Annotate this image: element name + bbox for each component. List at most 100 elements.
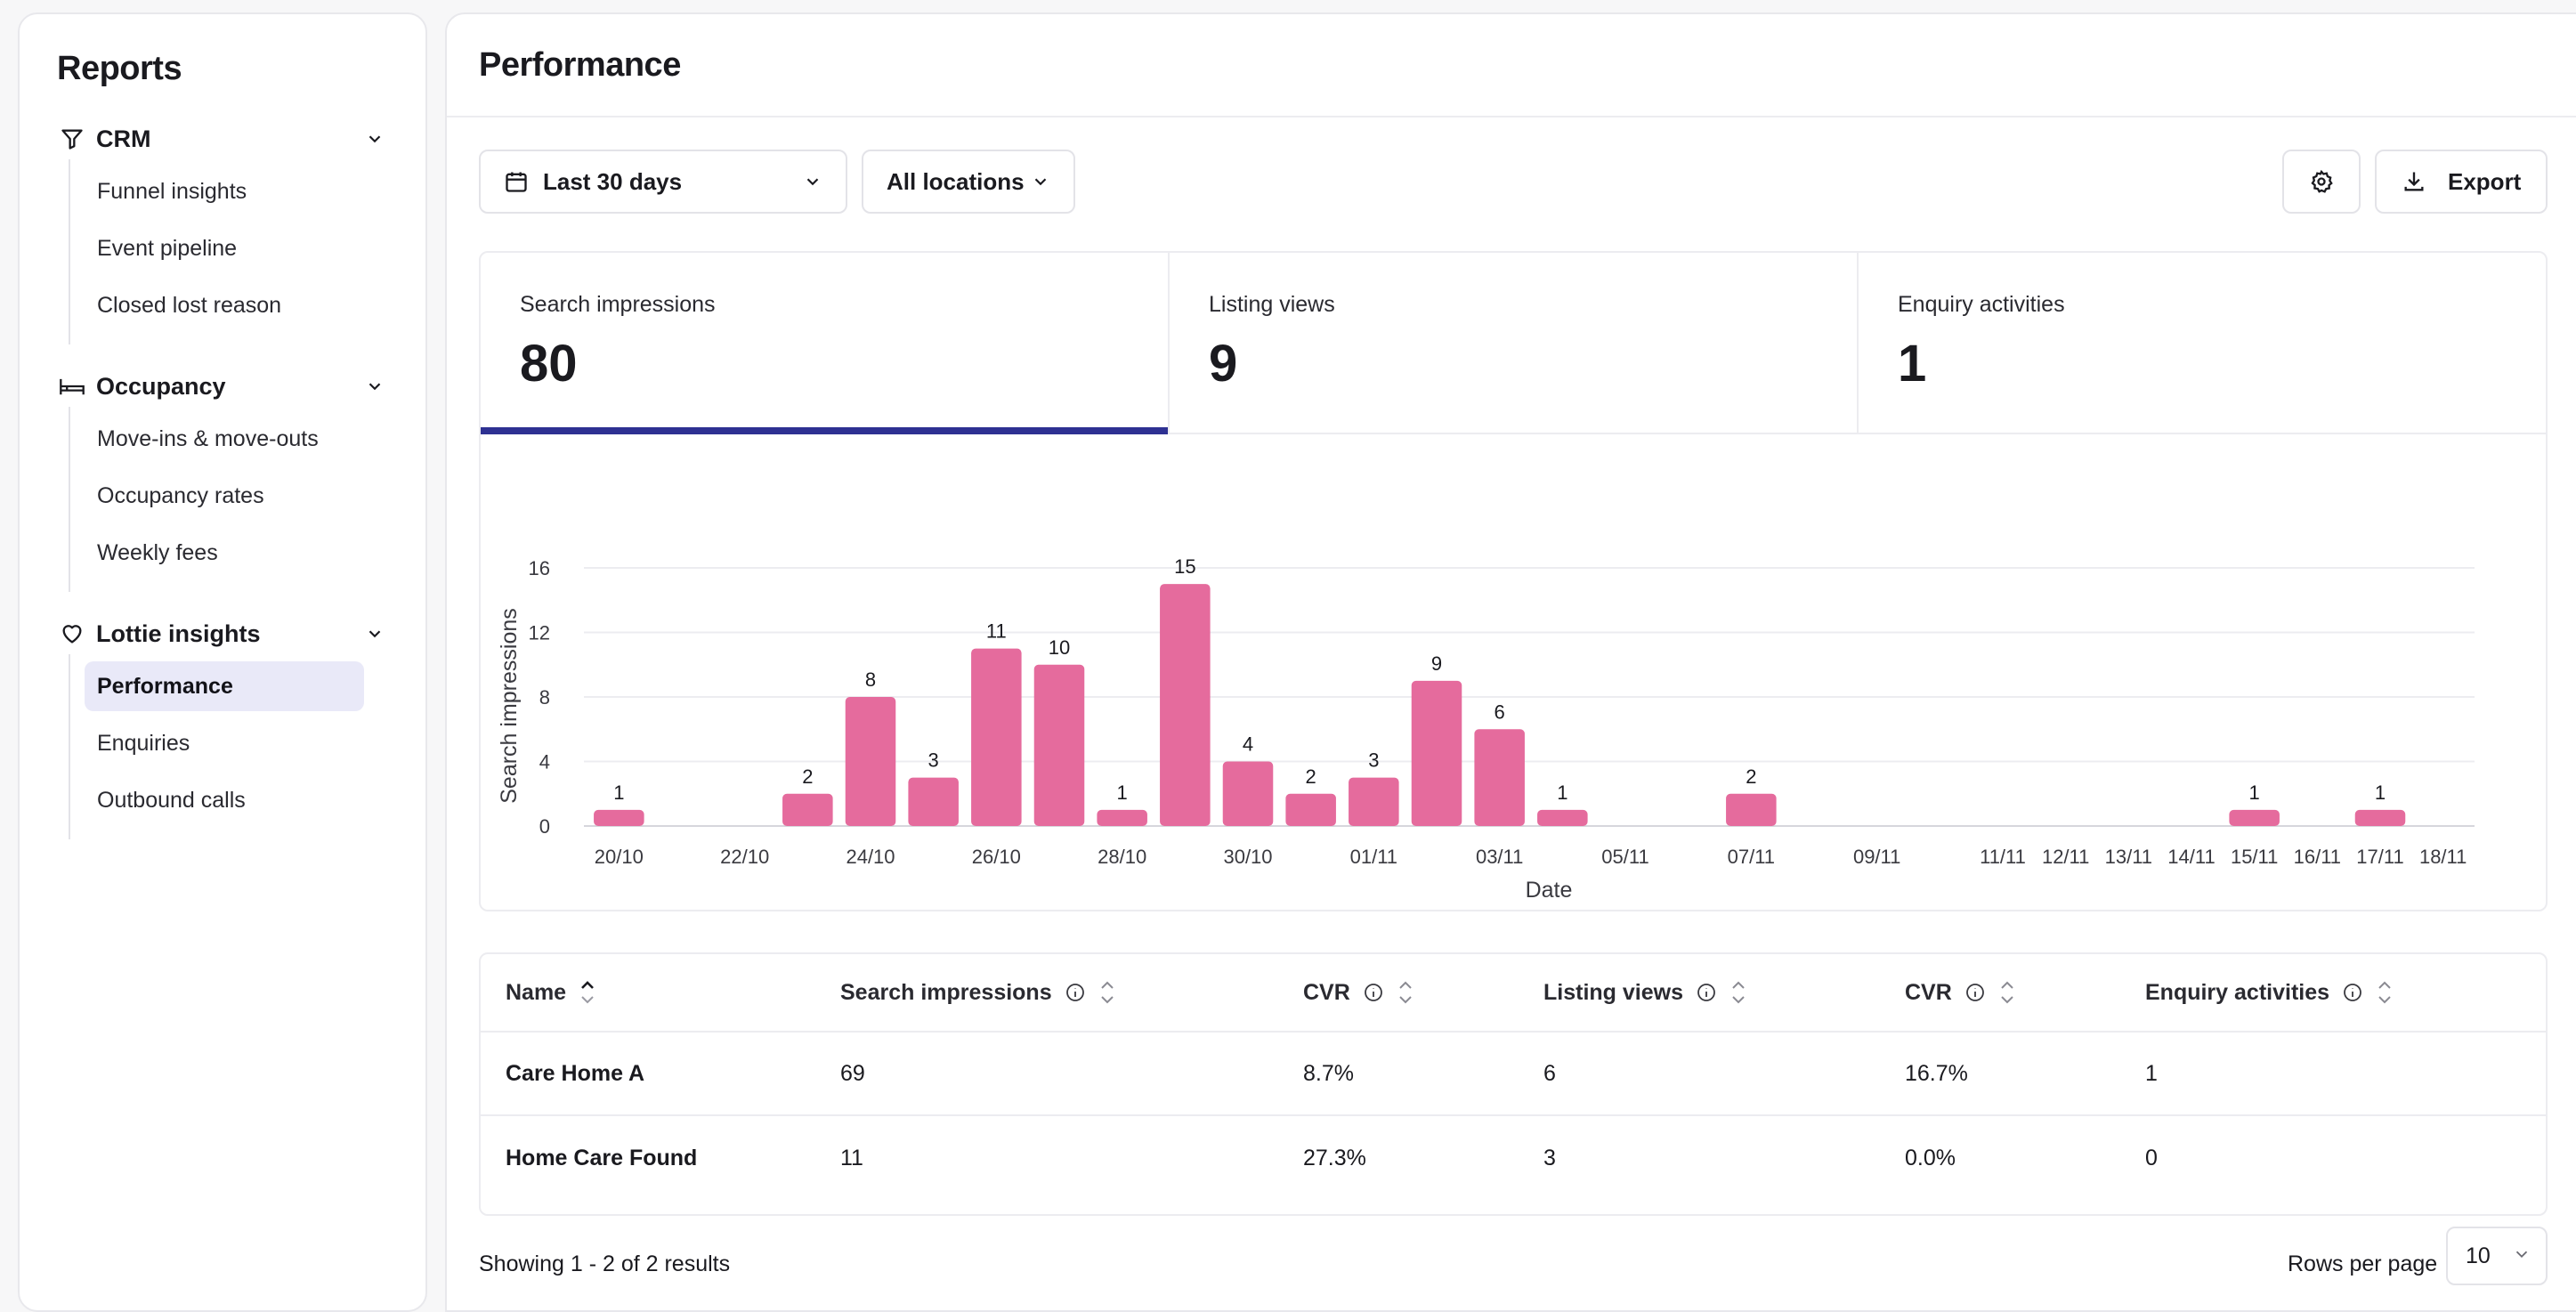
cell-cvr: 0.0% — [1905, 1145, 1956, 1170]
x-tick-label: 28/10 — [1098, 846, 1146, 868]
chevron-down-icon — [1031, 172, 1050, 191]
kpi-value: 1 — [1898, 335, 1927, 393]
chevron-down-icon[interactable] — [361, 126, 388, 152]
sort-icon — [1397, 979, 1414, 1006]
x-tick-label: 22/10 — [720, 846, 769, 868]
sort-icon — [2376, 979, 2394, 1006]
rows-per-page-label: Rows per page — [2288, 1251, 2438, 1276]
cell-search-impressions: 11 — [840, 1145, 863, 1170]
x-tick-label: 09/11 — [1853, 846, 1900, 868]
sidebar-item-weekly-fees[interactable]: Weekly fees — [97, 539, 218, 565]
sidebar-group-items: Move-ins & move-outs Occupancy rates Wee… — [69, 407, 388, 592]
x-tick-label: 05/11 — [1601, 846, 1648, 868]
column-header-cvr-1[interactable]: CVR — [1303, 979, 1414, 1006]
chart-bar — [908, 777, 959, 826]
chart-bar — [782, 793, 833, 826]
sidebar-item-performance[interactable]: Performance — [85, 661, 364, 711]
kpi-value: 80 — [520, 335, 578, 393]
column-header-label: Search impressions — [840, 979, 1052, 1005]
bar-value-label: 2 — [802, 765, 813, 788]
x-tick-label: 12/11 — [2042, 846, 2089, 868]
sidebar-item-event-pipeline[interactable]: Event pipeline — [97, 235, 238, 261]
x-axis-label: Date — [1526, 878, 1573, 903]
kpi-listing-views[interactable]: Listing views 9 — [1170, 253, 1859, 433]
date-range-label: Last 30 days — [543, 167, 683, 195]
sort-icon — [1729, 979, 1747, 1006]
info-icon[interactable] — [2342, 982, 2363, 1003]
sidebar-group-lottie-insights[interactable]: Lottie insights — [57, 613, 388, 654]
column-header-search-impressions[interactable]: Search impressions — [840, 979, 1116, 1006]
x-tick-label: 14/11 — [2167, 846, 2215, 868]
chart-bar — [1411, 680, 1462, 826]
bed-icon — [57, 371, 87, 401]
table-row[interactable]: Care Home A 69 8.7% 6 16.7% 1 — [481, 1033, 2546, 1116]
chart-bar — [594, 809, 644, 826]
location-dropdown[interactable]: All locations — [862, 150, 1075, 214]
sidebar-item-outbound-calls[interactable]: Outbound calls — [97, 787, 246, 813]
kpi-enquiry-activities[interactable]: Enquiry activities 1 — [1859, 253, 2546, 433]
chart-bar — [1033, 664, 1085, 826]
export-button[interactable]: Export — [2375, 150, 2548, 214]
chart-bar — [845, 697, 896, 826]
results-summary: Showing 1 - 2 of 2 results — [479, 1251, 731, 1276]
sort-icon — [1998, 979, 2016, 1006]
filter-icon — [57, 124, 87, 154]
column-header-cvr-2[interactable]: CVR — [1905, 979, 2016, 1006]
chevron-down-icon[interactable] — [361, 620, 388, 647]
sidebar-item-move-ins[interactable]: Move-ins & move-outs — [97, 425, 319, 451]
table-row[interactable]: Home Care Found 11 27.3% 3 0.0% 0 — [481, 1116, 2546, 1200]
rows-per-page-select[interactable]: 10 — [2446, 1227, 2548, 1285]
kpi-label: Listing views — [1209, 292, 1335, 317]
chart-bar — [971, 648, 1022, 826]
cell-name: Home Care Found — [506, 1145, 698, 1170]
performance-table: Name Search impressions CVR Listing view… — [479, 952, 2548, 1216]
cell-enquiry-activities: 0 — [2145, 1145, 2158, 1170]
chevron-down-icon[interactable] — [361, 373, 388, 400]
column-header-enquiry-activities[interactable]: Enquiry activities — [2145, 979, 2394, 1006]
chart-bar — [1726, 793, 1777, 826]
sort-icon — [1098, 979, 1116, 1006]
info-icon[interactable] — [1363, 982, 1384, 1003]
chart-bar — [1097, 809, 1147, 826]
location-label: All locations — [887, 167, 1025, 195]
date-range-dropdown[interactable]: Last 30 days — [479, 150, 847, 214]
info-icon[interactable] — [1964, 982, 1986, 1003]
bar-value-label: 9 — [1431, 652, 1442, 675]
sidebar-item-occupancy-rates[interactable]: Occupancy rates — [97, 482, 264, 508]
cell-listing-views: 6 — [1543, 1060, 1556, 1086]
cell-cvr: 8.7% — [1303, 1060, 1354, 1086]
chart-bar — [1474, 729, 1525, 826]
bar-value-label: 10 — [1049, 636, 1070, 659]
column-header-label: Listing views — [1543, 979, 1683, 1005]
info-icon[interactable] — [1696, 982, 1717, 1003]
y-tick-label: 4 — [539, 751, 550, 773]
bar-value-label: 3 — [1368, 749, 1379, 772]
column-header-name[interactable]: Name — [506, 979, 596, 1006]
sort-ascending-icon — [579, 979, 596, 1006]
sidebar-item-funnel-insights[interactable]: Funnel insights — [97, 178, 247, 204]
x-tick-label: 03/11 — [1476, 846, 1523, 868]
column-header-label: Enquiry activities — [2145, 979, 2330, 1005]
table-header: Name Search impressions CVR Listing view… — [481, 954, 2546, 1033]
sidebar-item-enquiries[interactable]: Enquiries — [97, 730, 190, 756]
bar-value-label: 1 — [2375, 782, 2386, 804]
x-tick-label: 16/11 — [2294, 846, 2341, 868]
x-tick-label: 15/11 — [2231, 846, 2278, 868]
cell-enquiry-activities: 1 — [2145, 1060, 2158, 1086]
toolbar: Last 30 days All locations Export — [479, 150, 2548, 214]
chart-bar — [2229, 809, 2280, 826]
x-tick-label: 11/11 — [1980, 846, 2026, 868]
kpi-value: 9 — [1209, 335, 1238, 393]
sidebar-group-crm[interactable]: CRM — [57, 118, 388, 159]
info-icon[interactable] — [1065, 982, 1086, 1003]
metrics-card: Search impressions 80 Listing views 9 En… — [479, 251, 2548, 911]
sidebar-group-items: Performance Enquiries Outbound calls — [69, 654, 388, 839]
bar-value-label: 1 — [613, 782, 624, 804]
sidebar-group-occupancy[interactable]: Occupancy — [57, 366, 388, 407]
kpi-search-impressions[interactable]: Search impressions 80 — [481, 253, 1170, 434]
column-header-label: CVR — [1905, 979, 1952, 1005]
settings-button[interactable] — [2282, 150, 2361, 214]
sidebar-item-closed-lost-reason[interactable]: Closed lost reason — [97, 292, 282, 318]
column-header-listing-views[interactable]: Listing views — [1543, 979, 1747, 1006]
